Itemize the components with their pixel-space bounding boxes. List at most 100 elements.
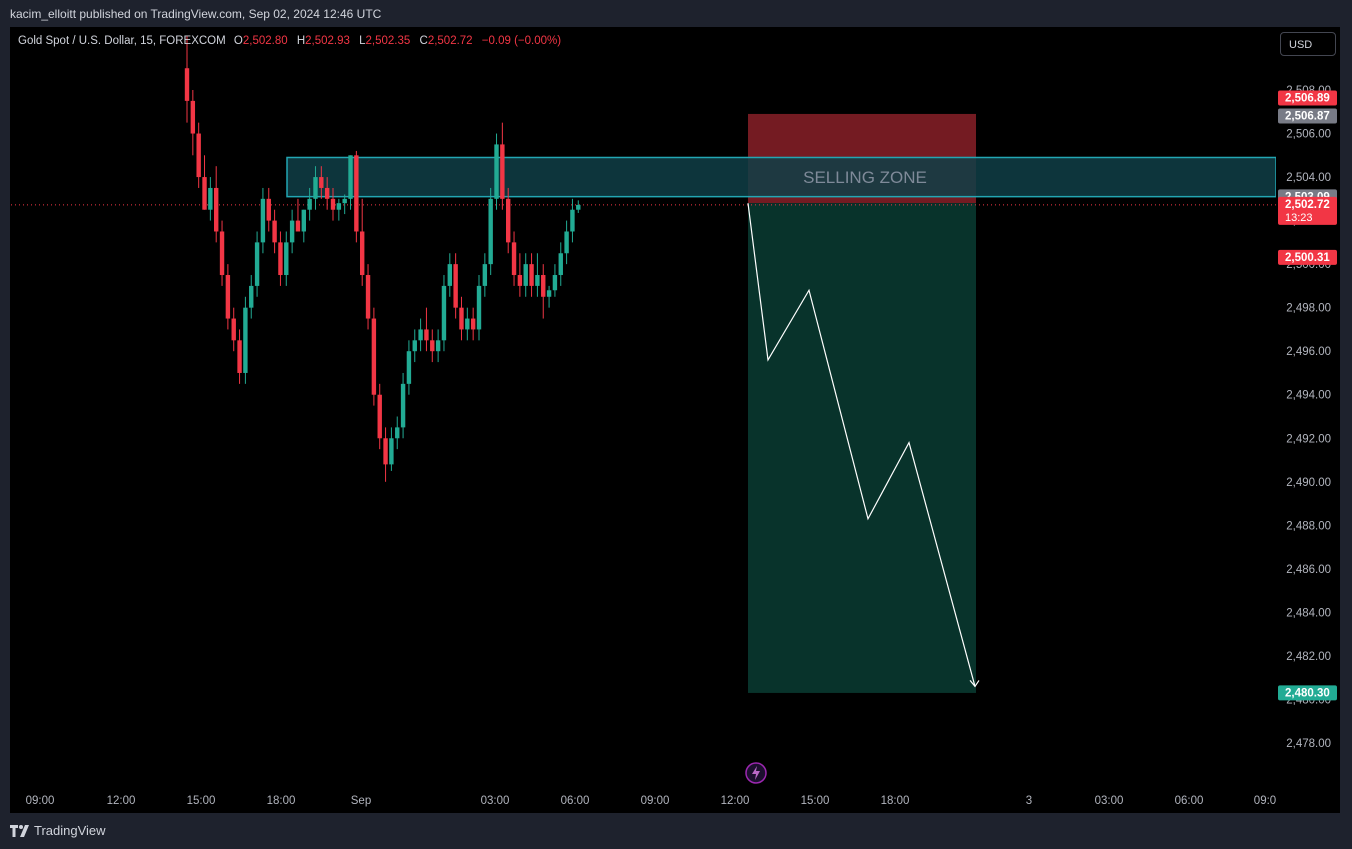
x-tick-label: 09:00 [641, 795, 670, 807]
candle-body [336, 203, 342, 210]
candle-body [389, 438, 394, 465]
x-tick-label: 09:0 [1254, 795, 1276, 807]
y-tick-label: 2,488.00 [1286, 520, 1331, 532]
candle-body [506, 198, 511, 243]
candle-body [552, 275, 558, 291]
candle-body [278, 242, 283, 276]
symbol-name: Gold Spot / U.S. Dollar, 15, FOREXCOM [18, 35, 226, 47]
candle-body [541, 275, 546, 297]
currency-button[interactable]: USD [1280, 32, 1336, 56]
candle-body [377, 394, 382, 439]
candle-body [284, 242, 289, 276]
price-label-box [1278, 685, 1337, 701]
candle-body [260, 198, 266, 243]
candle-body [517, 275, 523, 286]
candle-body [406, 351, 412, 384]
candle-body [330, 198, 336, 210]
symbol-header: Gold Spot / U.S. Dollar, 15, FOREXCOM O2… [18, 35, 567, 47]
candle-body [465, 318, 470, 330]
x-tick-label: 15:00 [187, 795, 216, 807]
selling-zone-rect [286, 156, 1276, 198]
candle-body [441, 285, 447, 341]
take-profit-area [748, 203, 976, 693]
y-tick-label: 2,496.00 [1286, 346, 1331, 358]
candle-body [307, 198, 312, 210]
candle-body [342, 198, 347, 204]
candle-body [254, 242, 260, 286]
candle-body [535, 275, 540, 286]
candle-body [214, 187, 219, 232]
candle-body [202, 177, 207, 210]
x-tick-label: 06:00 [561, 795, 590, 807]
candle-body [564, 231, 569, 254]
candle-body [500, 144, 505, 199]
candle-body [459, 307, 464, 330]
publisher-line: kacim_elloitt published on TradingView.c… [10, 7, 382, 21]
candle-body [400, 383, 406, 428]
price-label-box [1278, 249, 1337, 265]
candle-body [354, 155, 359, 232]
candle-body [476, 285, 482, 330]
price-label-box [1278, 90, 1337, 106]
candle-body [546, 290, 552, 297]
x-tick-label: 3 [1026, 795, 1032, 807]
candle-body [418, 329, 423, 341]
open-label: O [233, 35, 243, 47]
candle-body [447, 264, 452, 286]
x-tick-label: 03:00 [481, 795, 510, 807]
tradingview-logo-icon [10, 824, 29, 837]
candle-body [511, 242, 517, 276]
candle-body [225, 275, 231, 319]
candle-body [243, 307, 248, 373]
x-tick-label: 06:00 [1175, 795, 1204, 807]
selling-zone-label: SELLING ZONE [803, 168, 927, 187]
y-tick-label: 2,494.00 [1286, 390, 1331, 402]
y-tick-label: 2,490.00 [1286, 477, 1331, 489]
price-label: 2,506.87 [1285, 111, 1330, 123]
candle-body [237, 340, 242, 373]
candle-body [272, 220, 277, 243]
candle-body [289, 220, 295, 243]
projection-arrowhead [969, 680, 980, 688]
y-tick-label: 2,506.00 [1286, 129, 1331, 141]
x-tick-label: 09:00 [26, 795, 55, 807]
y-tick-label: 2,498.00 [1286, 303, 1331, 315]
footer-brand[interactable]: TradingView [10, 823, 106, 838]
x-tick-label: 03:00 [1095, 795, 1124, 807]
projection-path [747, 203, 976, 687]
candle-body [196, 133, 201, 178]
candle-body [319, 177, 324, 188]
x-tick-label: Sep [351, 795, 371, 807]
low-value: 2,502.35 [365, 35, 411, 47]
y-tick-label: 2,486.00 [1286, 564, 1331, 576]
high-value: 2,502.93 [305, 35, 350, 47]
candle-body [470, 318, 476, 330]
high-label: H [296, 35, 306, 47]
candle-body [494, 144, 499, 199]
y-tick-label: 2,478.00 [1286, 738, 1331, 750]
change-value: −0.09 (−0.00%) [481, 35, 562, 47]
candle-body [570, 209, 575, 232]
candle-body [383, 438, 388, 465]
price-label: 2,502.72 [1285, 199, 1330, 211]
candle-body [219, 231, 225, 276]
candle-body [190, 100, 196, 134]
y-tick-label: 2,482.00 [1286, 651, 1331, 663]
footer-brand-label: TradingView [34, 823, 106, 838]
candle-body [371, 318, 377, 395]
open-value: 2,502.80 [242, 35, 288, 47]
candle-body [324, 187, 330, 199]
candle-body [313, 177, 318, 199]
price-label: 2,500.31 [1285, 252, 1330, 264]
candle-body [482, 264, 488, 286]
candle-body [453, 264, 458, 308]
countdown-label: 13:23 [1285, 212, 1313, 224]
low-label: L [359, 35, 366, 47]
candle-body [301, 209, 306, 232]
candle-body [365, 275, 371, 319]
x-tick-label: 18:00 [881, 795, 910, 807]
candle-body [266, 198, 271, 221]
price-label: 2,480.30 [1285, 687, 1330, 699]
candle-body [348, 155, 353, 199]
